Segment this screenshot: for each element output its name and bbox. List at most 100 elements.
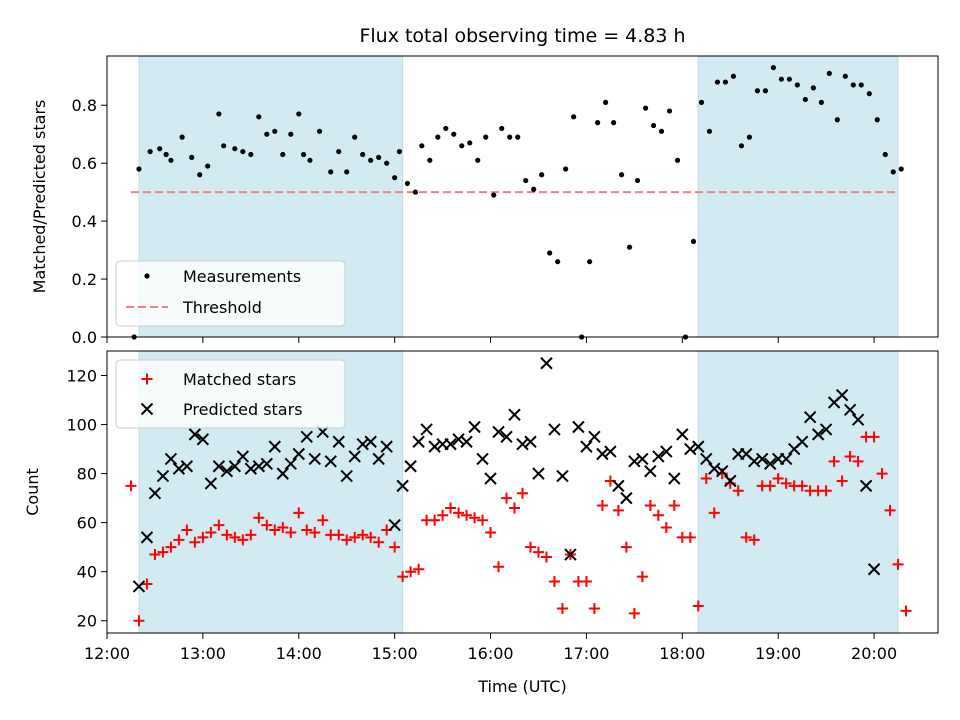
- predicted-star-point: [364, 435, 377, 448]
- measurement-point: [205, 163, 211, 169]
- measurement-point: [850, 82, 856, 88]
- measurement-point: [778, 76, 784, 82]
- predicted-star-point: [708, 462, 721, 475]
- matched-star-point: [173, 534, 185, 546]
- predicted-star-point: [220, 464, 234, 478]
- matched-star-point: [772, 473, 784, 485]
- predicted-star-point: [340, 469, 353, 483]
- measurement-point: [147, 148, 153, 155]
- matched-star-point: [429, 514, 441, 526]
- predicted-star-point: [260, 457, 274, 471]
- measurement-point: [272, 128, 278, 134]
- matched-star-point: [229, 531, 241, 543]
- predicted-star-point: [580, 440, 593, 453]
- x-tick-label: 16:00: [467, 644, 513, 663]
- predicted-star-point: [692, 440, 705, 453]
- y-tick-label: 0.4: [72, 212, 97, 231]
- measurement-point: [802, 96, 808, 103]
- chart-title: Flux total observing time = 4.83 h: [359, 25, 685, 47]
- y-tick-label: 40: [77, 563, 97, 582]
- matched-star-point: [181, 524, 193, 536]
- measurement-point: [256, 114, 262, 120]
- predicted-star-point: [508, 408, 521, 421]
- measurement-point: [890, 169, 896, 175]
- predicted-star-point: [140, 531, 154, 544]
- count-y-axis-label: Count: [23, 468, 42, 516]
- predicted-star-point: [843, 403, 857, 417]
- predicted-star-point: [516, 437, 529, 451]
- predicted-star-point: [276, 467, 289, 480]
- measurement-point: [690, 238, 697, 245]
- count-x-ticks: 12:00 13:00 14:00 15:00 16:00 17:00 18:00 19:00…: [84, 633, 897, 663]
- x-tick-label: 15:00: [372, 644, 418, 663]
- predicted-star-point: [668, 472, 681, 485]
- count-legend: Matched stars Predicted stars: [115, 359, 346, 429]
- measurement-point: [459, 143, 465, 149]
- predicted-star-point: [420, 423, 433, 436]
- predicted-star-point: [867, 563, 881, 576]
- measurement-point: [197, 172, 203, 178]
- y-tick-label: 0.8: [72, 96, 97, 115]
- y-tick-label: 0.2: [72, 270, 97, 289]
- ratio-y-axis-label: Matched/Predicted stars: [30, 100, 49, 294]
- predicted-star-point: [444, 437, 457, 451]
- measurement-point: [722, 79, 729, 85]
- measurement-point: [232, 146, 238, 152]
- matched-star-point: [876, 468, 888, 480]
- measurement-point: [392, 175, 398, 181]
- predicted-star-point: [795, 435, 809, 448]
- matched-star-point: [125, 480, 137, 492]
- predicted-star-point: [748, 455, 761, 468]
- measurement-point: [555, 259, 561, 265]
- predicted-star-point: [540, 357, 553, 370]
- count-plot-area: [106, 350, 939, 634]
- predicted-star-point: [588, 430, 601, 444]
- matched-star-point: [660, 522, 672, 534]
- legend-measurements-label: Measurements: [183, 267, 301, 286]
- measurement-point: [336, 148, 342, 155]
- matched-star-point: [708, 507, 720, 519]
- predicted-star-point: [596, 447, 609, 461]
- matched-star-point: [868, 431, 880, 443]
- predicted-star-point: [500, 430, 513, 444]
- matched-star-point: [684, 531, 696, 543]
- predicted-star-point: [180, 460, 194, 473]
- matched-star-point: [636, 571, 648, 583]
- predicted-star-point: [612, 479, 625, 493]
- measurement-point: [714, 79, 721, 85]
- measurement-point: [507, 134, 513, 140]
- legend-threshold-label: Threshold: [182, 298, 262, 317]
- matched-star-point: [477, 514, 489, 526]
- predicted-star-point: [164, 452, 178, 466]
- predicted-star-point: [819, 423, 833, 436]
- measurement-point: [634, 177, 641, 184]
- measurement-point: [368, 157, 374, 163]
- measurement-point: [296, 111, 302, 117]
- x-tick-label: 18:00: [659, 644, 705, 663]
- matched-star-point: [692, 600, 704, 612]
- measurement-point: [866, 91, 872, 97]
- measurement-point: [818, 99, 824, 105]
- predicted-star-point: [548, 423, 561, 436]
- predicted-star-point: [620, 491, 633, 505]
- matched-star-point: [389, 541, 401, 553]
- y-tick-label: 0.6: [72, 154, 97, 173]
- predicted-star-point: [172, 462, 186, 475]
- measurement-point: [762, 88, 769, 94]
- predicted-star-point: [676, 428, 689, 441]
- predicted-star-point: [236, 450, 250, 463]
- matched-star-point: [309, 526, 321, 538]
- measurement-point: [163, 151, 169, 158]
- measurement-point: [328, 169, 334, 175]
- predicted-star-point: [524, 435, 537, 448]
- measurement-point: [834, 117, 840, 123]
- predicted-star-point: [252, 460, 266, 473]
- measurement-point: [483, 134, 489, 140]
- y-tick-label: 0.0: [72, 328, 97, 347]
- predicted-star-point: [204, 477, 218, 490]
- predicted-star-point: [404, 460, 417, 473]
- predicted-star-point: [468, 420, 481, 434]
- matched-star-point: [333, 529, 345, 541]
- matched-star-point: [884, 504, 896, 516]
- matched-star-point: [261, 519, 273, 531]
